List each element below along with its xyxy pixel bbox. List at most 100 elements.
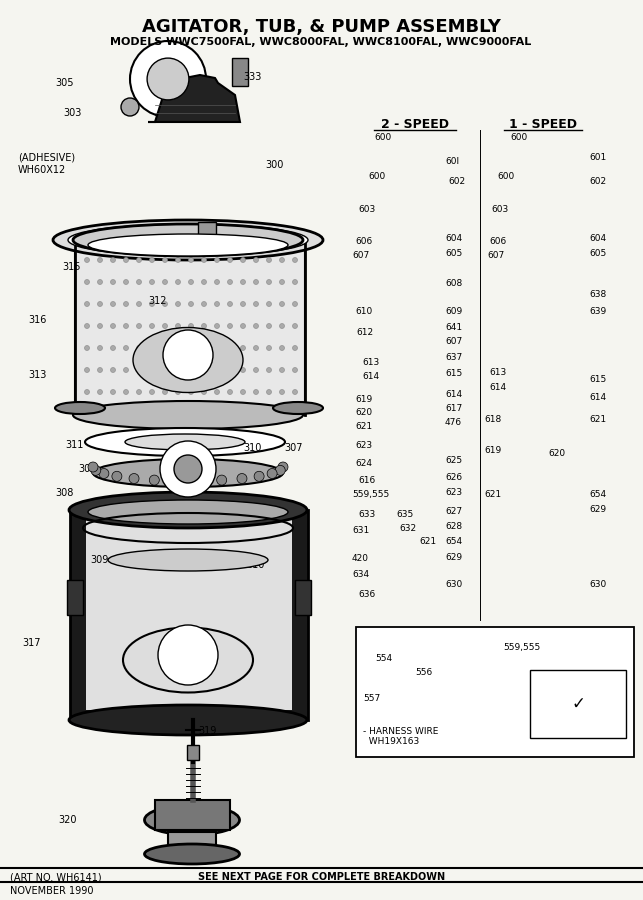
- Circle shape: [266, 280, 271, 284]
- Ellipse shape: [55, 402, 105, 414]
- Text: 623: 623: [445, 488, 462, 497]
- Circle shape: [111, 323, 116, 328]
- Circle shape: [91, 465, 101, 475]
- Circle shape: [176, 280, 181, 284]
- Text: 633: 633: [358, 510, 376, 519]
- Circle shape: [84, 390, 89, 394]
- Circle shape: [111, 280, 116, 284]
- Text: - HARNESS WIRE
  WH19X163: - HARNESS WIRE WH19X163: [363, 727, 439, 746]
- Text: 1 - SPEED: 1 - SPEED: [509, 118, 577, 131]
- Circle shape: [150, 280, 154, 284]
- Text: ✓: ✓: [571, 695, 585, 713]
- Text: 308: 308: [55, 488, 73, 498]
- Text: 654: 654: [589, 490, 606, 499]
- Circle shape: [240, 302, 246, 307]
- Circle shape: [266, 302, 271, 307]
- Circle shape: [123, 346, 129, 350]
- Circle shape: [237, 473, 247, 483]
- Circle shape: [215, 323, 219, 328]
- Text: 627: 627: [445, 507, 462, 516]
- Circle shape: [150, 323, 154, 328]
- Circle shape: [84, 302, 89, 307]
- Text: 603: 603: [358, 205, 376, 214]
- Text: 307: 307: [284, 443, 302, 453]
- Circle shape: [188, 323, 194, 328]
- Circle shape: [136, 367, 141, 373]
- Text: 600: 600: [497, 172, 514, 181]
- Text: 612: 612: [356, 328, 373, 337]
- Circle shape: [111, 257, 116, 263]
- Text: 610: 610: [355, 307, 372, 316]
- Text: 621: 621: [589, 415, 606, 424]
- Text: 613: 613: [362, 358, 379, 367]
- Ellipse shape: [68, 224, 308, 256]
- Circle shape: [188, 390, 194, 394]
- Text: 634: 634: [352, 570, 369, 579]
- Text: 615: 615: [589, 375, 606, 384]
- Circle shape: [176, 302, 181, 307]
- Circle shape: [293, 390, 298, 394]
- Circle shape: [176, 390, 181, 394]
- Circle shape: [163, 346, 167, 350]
- Circle shape: [280, 280, 284, 284]
- Text: 619: 619: [484, 446, 502, 455]
- Text: 617: 617: [445, 404, 462, 413]
- Circle shape: [266, 367, 271, 373]
- Text: 309: 309: [90, 555, 109, 565]
- Circle shape: [293, 280, 298, 284]
- Bar: [70, 510, 308, 720]
- Text: 615: 615: [445, 369, 462, 378]
- Circle shape: [136, 323, 141, 328]
- Circle shape: [176, 323, 181, 328]
- Text: 607: 607: [487, 251, 504, 260]
- Text: 614: 614: [445, 390, 462, 399]
- Circle shape: [130, 41, 206, 117]
- Text: 636: 636: [358, 590, 376, 599]
- Text: 557: 557: [363, 694, 380, 703]
- Text: 635: 635: [396, 510, 413, 519]
- Bar: [155, 800, 230, 830]
- Text: 654: 654: [445, 537, 462, 546]
- Ellipse shape: [145, 844, 239, 864]
- Bar: [86, 520, 292, 710]
- Text: 631: 631: [352, 526, 369, 535]
- Text: 309: 309: [78, 464, 96, 474]
- Circle shape: [163, 323, 167, 328]
- Text: 559,555: 559,555: [352, 490, 389, 499]
- Circle shape: [267, 469, 277, 479]
- Bar: [67, 580, 83, 615]
- Text: 629: 629: [589, 505, 606, 514]
- Circle shape: [201, 257, 206, 263]
- Circle shape: [111, 346, 116, 350]
- Circle shape: [136, 390, 141, 394]
- Text: 316: 316: [28, 315, 46, 325]
- Circle shape: [98, 302, 102, 307]
- Circle shape: [275, 465, 285, 475]
- Circle shape: [240, 257, 246, 263]
- Text: 312: 312: [148, 296, 167, 306]
- Text: 603: 603: [491, 205, 508, 214]
- Circle shape: [163, 390, 167, 394]
- Ellipse shape: [93, 459, 283, 487]
- Text: 616: 616: [358, 476, 376, 485]
- Text: 606: 606: [355, 237, 372, 246]
- Circle shape: [84, 367, 89, 373]
- Circle shape: [253, 302, 258, 307]
- Circle shape: [84, 323, 89, 328]
- Text: 628: 628: [445, 522, 462, 531]
- Circle shape: [176, 367, 181, 373]
- Ellipse shape: [88, 234, 288, 256]
- Circle shape: [160, 441, 216, 497]
- Text: 621: 621: [355, 422, 372, 431]
- Text: 614: 614: [362, 372, 379, 381]
- Bar: [187, 745, 199, 760]
- Circle shape: [98, 390, 102, 394]
- Circle shape: [253, 323, 258, 328]
- Circle shape: [293, 323, 298, 328]
- Circle shape: [280, 257, 284, 263]
- Circle shape: [84, 257, 89, 263]
- Circle shape: [240, 367, 246, 373]
- Circle shape: [150, 302, 154, 307]
- Text: 605: 605: [445, 249, 462, 258]
- Ellipse shape: [53, 220, 323, 260]
